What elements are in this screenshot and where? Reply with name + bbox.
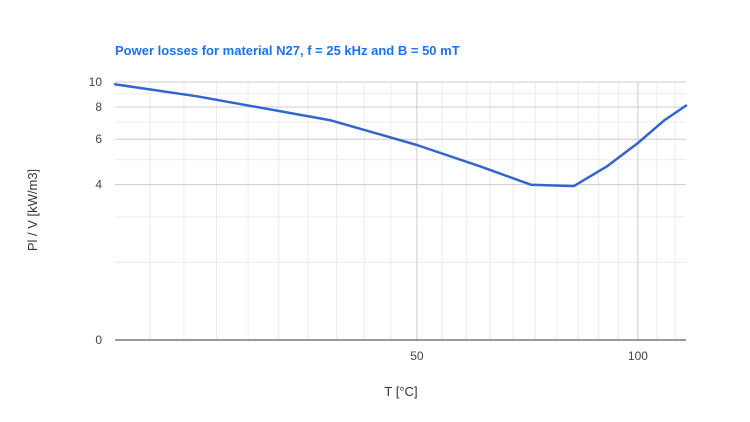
y-tick-label: 0 [95,333,102,347]
y-tick-label: 6 [95,132,102,146]
x-axis-label: T [°C] [384,384,417,399]
y-tick-label: 8 [95,100,102,114]
y-tick-label: 10 [89,75,103,89]
major-grid [115,81,686,341]
series-line [113,83,688,188]
y-tick-label: 4 [95,178,102,192]
x-tick-label: 50 [410,349,424,363]
series-layer [113,83,688,188]
x-tick-label: 100 [628,349,648,363]
chart-title: Power losses for material N27, f = 25 kH… [115,43,460,58]
minor-grid [115,82,686,340]
y-axis-label: Pl / V [kW/m3] [25,169,40,251]
tick-labels: 50 100 10 8 6 4 0 [89,75,649,363]
